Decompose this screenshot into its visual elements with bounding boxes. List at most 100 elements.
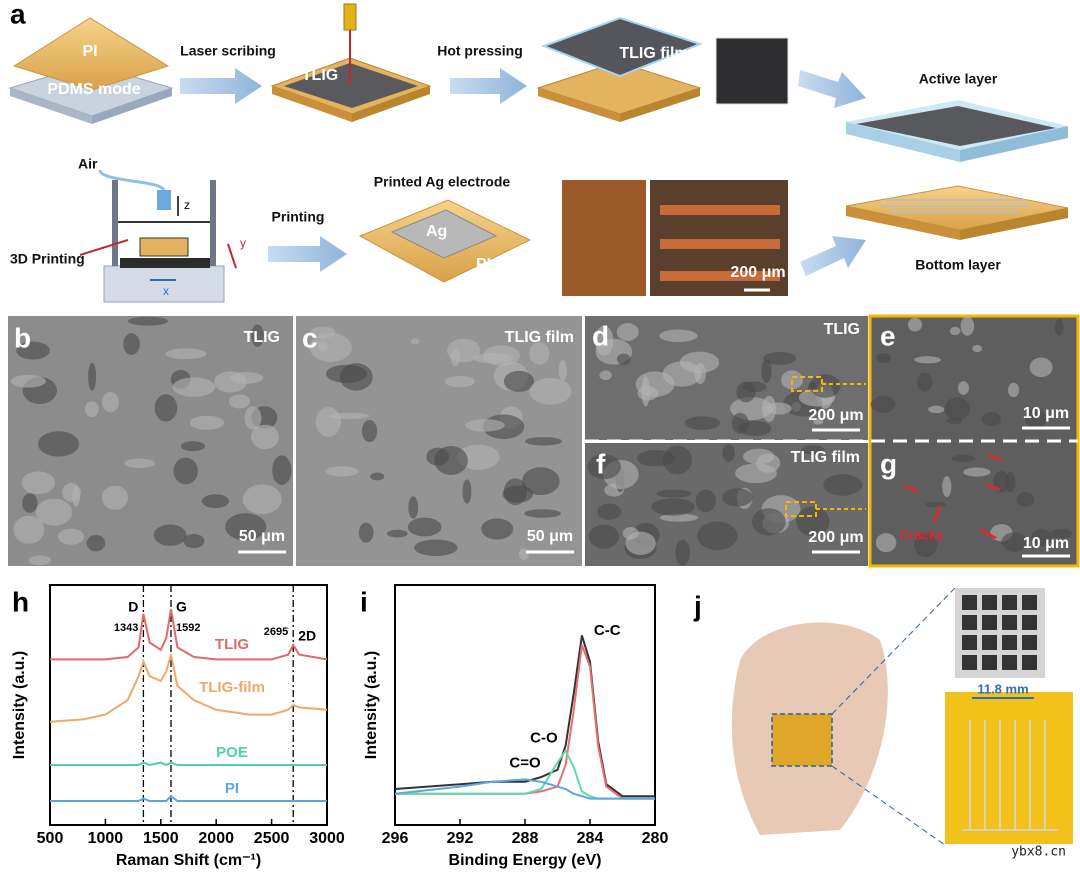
texture bbox=[722, 488, 753, 507]
texture bbox=[502, 485, 534, 503]
tlig-stack bbox=[270, 3, 432, 122]
texture bbox=[315, 407, 341, 437]
arrow bbox=[180, 68, 262, 104]
texture bbox=[529, 342, 550, 365]
texture bbox=[946, 417, 963, 424]
texture bbox=[635, 371, 675, 397]
series-label: POE bbox=[216, 744, 248, 761]
layer-label: PDMS mode bbox=[47, 81, 140, 98]
texture bbox=[10, 374, 47, 388]
printer-label: 3D Printing bbox=[10, 251, 85, 267]
texture bbox=[370, 472, 385, 481]
texture bbox=[679, 351, 720, 374]
texture bbox=[928, 405, 945, 414]
texture bbox=[917, 372, 933, 392]
arrow bbox=[800, 236, 866, 276]
texture bbox=[37, 431, 80, 457]
texture bbox=[1050, 528, 1073, 539]
texture bbox=[86, 535, 106, 552]
texture bbox=[124, 458, 155, 469]
array-cell bbox=[1002, 595, 1017, 610]
texture bbox=[28, 555, 52, 566]
texture bbox=[407, 517, 442, 537]
texture bbox=[61, 482, 81, 502]
texture bbox=[616, 323, 639, 341]
texture bbox=[230, 372, 264, 384]
peak-position: 1343 bbox=[114, 622, 138, 634]
x-tick-label: 1500 bbox=[143, 830, 179, 847]
sem-label: TLIG film bbox=[791, 449, 860, 466]
array-cell bbox=[962, 615, 977, 630]
peak-position: 2695 bbox=[264, 626, 288, 638]
array-cell bbox=[982, 595, 997, 610]
series-label: C-O bbox=[530, 730, 558, 747]
texture bbox=[756, 453, 781, 473]
texture bbox=[925, 501, 946, 508]
texture bbox=[225, 513, 267, 541]
texture bbox=[522, 467, 560, 496]
texture bbox=[244, 406, 262, 430]
x-tick-label: 2500 bbox=[254, 830, 290, 847]
texture bbox=[875, 533, 897, 553]
texture bbox=[742, 381, 767, 393]
electrode-trace bbox=[660, 205, 780, 281]
texture bbox=[781, 370, 804, 390]
step-label: Printed Ag electrode bbox=[374, 174, 511, 190]
texture bbox=[473, 353, 513, 364]
texture bbox=[529, 377, 572, 405]
texture bbox=[587, 454, 621, 480]
y-axis-label: Intensity (a.u.) bbox=[363, 651, 380, 759]
x-axis-label: Raman Shift (cm⁻¹) bbox=[116, 852, 261, 869]
electrode-sketch bbox=[358, 199, 532, 283]
electrode-trace bbox=[962, 720, 1058, 831]
panel-label: c bbox=[302, 322, 318, 353]
texture bbox=[21, 471, 56, 495]
texture bbox=[84, 401, 99, 418]
electrode-label: PI bbox=[476, 256, 491, 273]
pi-pdms-stack bbox=[8, 17, 174, 124]
texture bbox=[1001, 532, 1028, 552]
layer-label: TLIG film bbox=[619, 45, 688, 62]
array-cell bbox=[1022, 595, 1037, 610]
texture bbox=[1007, 382, 1020, 398]
texture bbox=[153, 524, 187, 546]
electrode-photo bbox=[945, 692, 1073, 844]
texture bbox=[1016, 491, 1035, 507]
texture bbox=[960, 316, 975, 336]
texture bbox=[694, 363, 706, 385]
texture bbox=[870, 396, 896, 413]
panel-label: f bbox=[596, 448, 606, 479]
texture bbox=[993, 470, 1010, 493]
panel-label: j bbox=[693, 590, 702, 621]
axis-label: z bbox=[184, 198, 190, 212]
electrode-label: Ag bbox=[426, 223, 447, 240]
plot-frame bbox=[49, 584, 328, 826]
texture bbox=[101, 392, 119, 413]
texture bbox=[16, 341, 50, 360]
texture bbox=[636, 450, 675, 467]
texture bbox=[697, 521, 738, 551]
texture bbox=[361, 419, 378, 443]
panel-label: e bbox=[880, 320, 896, 351]
texture bbox=[328, 412, 370, 419]
texture bbox=[751, 508, 786, 536]
peak-name: G bbox=[176, 599, 187, 615]
film-photo bbox=[715, 37, 789, 105]
crack-arrows bbox=[903, 453, 1003, 540]
x-tick-label: 3000 bbox=[309, 830, 345, 847]
watermark: ybx8.cn bbox=[1011, 845, 1066, 860]
array-cell bbox=[962, 655, 977, 670]
texture bbox=[659, 329, 698, 343]
texture bbox=[651, 498, 695, 516]
texture bbox=[1025, 408, 1047, 429]
arrow bbox=[268, 236, 347, 272]
film-stack bbox=[536, 16, 703, 122]
texture bbox=[558, 360, 567, 381]
array-cell bbox=[1002, 615, 1017, 630]
texture bbox=[434, 446, 468, 475]
sem-label: TLIG film bbox=[505, 329, 574, 346]
texture bbox=[599, 370, 612, 381]
texture bbox=[695, 489, 716, 513]
series-label: C-C bbox=[594, 622, 621, 639]
array-cell bbox=[1022, 655, 1037, 670]
